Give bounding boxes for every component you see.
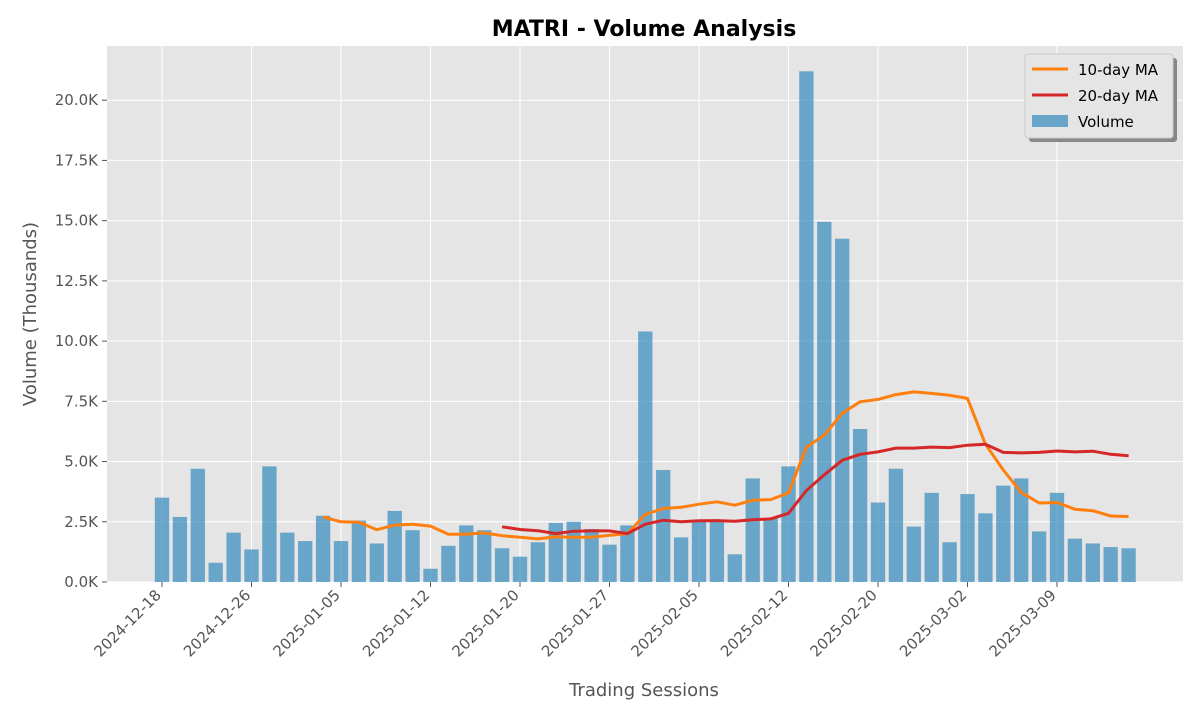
y-tick-label: 5.0K xyxy=(64,453,99,471)
x-tick-label: 2025-03-02 xyxy=(896,586,970,660)
volume-bar xyxy=(978,513,993,582)
y-axis-label: Volume (Thousands) xyxy=(20,222,41,406)
volume-bar xyxy=(584,529,599,582)
volume-bar xyxy=(190,468,205,582)
x-tick-label: 2025-01-05 xyxy=(269,586,343,660)
volume-bar xyxy=(369,543,384,582)
chart-title: MATRI - Volume Analysis xyxy=(492,17,797,42)
volume-bar xyxy=(387,510,402,582)
volume-bar xyxy=(512,556,528,582)
volume-bar xyxy=(172,516,188,582)
volume-bar xyxy=(441,545,456,582)
y-tick-label: 15.0K xyxy=(55,212,99,230)
volume-bar xyxy=(298,541,313,582)
legend-label-ma20: 20-day MA xyxy=(1078,87,1159,105)
volume-bar xyxy=(280,532,295,582)
volume-bar xyxy=(333,541,349,582)
x-tick-label: 2025-02-12 xyxy=(717,586,791,660)
volume-bar xyxy=(423,568,438,582)
volume-bar xyxy=(817,221,832,582)
volume-bar xyxy=(709,520,725,582)
y-tick-label: 0.0K xyxy=(64,573,99,591)
volume-bar xyxy=(244,549,259,582)
x-tick-label: 2024-12-18 xyxy=(90,586,164,660)
volume-bar xyxy=(1014,478,1029,582)
volume-bar xyxy=(656,469,671,582)
volume-bar xyxy=(494,548,510,582)
volume-bar xyxy=(405,530,420,582)
moving-average-lines xyxy=(322,390,1129,541)
volume-bar xyxy=(1049,492,1065,582)
volume-bar xyxy=(673,537,689,582)
volume-bar xyxy=(620,525,635,582)
volume-bar xyxy=(1121,548,1136,582)
x-tick-label: 2025-03-09 xyxy=(985,586,1059,660)
grid-lines xyxy=(107,46,1183,583)
volume-bar xyxy=(1085,543,1100,582)
volume-bar xyxy=(745,478,760,582)
y-tick-label: 12.5K xyxy=(55,272,99,290)
volume-bar xyxy=(208,562,223,582)
legend-label-volume: Volume xyxy=(1078,113,1134,131)
volume-bar xyxy=(477,530,492,582)
x-tick-label: 2024-12-26 xyxy=(180,586,254,660)
volume-bar xyxy=(763,518,778,582)
volume-bar xyxy=(154,497,170,582)
volume-bar xyxy=(996,485,1011,582)
y-tick-label: 7.5K xyxy=(64,392,99,410)
volume-bar xyxy=(924,492,939,582)
y-tick-label: 17.5K xyxy=(55,151,99,169)
volume-bar xyxy=(315,515,331,582)
volume-bar xyxy=(1103,547,1118,582)
volume-bar xyxy=(638,331,653,582)
ma10-line xyxy=(322,390,1129,541)
volume-bar xyxy=(835,238,850,582)
volume-bar xyxy=(852,429,868,582)
volume-bar xyxy=(960,494,975,582)
y-tick-label: 2.5K xyxy=(64,513,99,531)
x-tick-label: 2025-02-20 xyxy=(806,586,880,660)
legend: 10-day MA 20-day MA Volume xyxy=(1024,53,1177,142)
legend-label-ma10: 10-day MA xyxy=(1078,61,1159,79)
volume-bar xyxy=(602,544,617,582)
y-tick-label: 10.0K xyxy=(55,332,99,350)
volume-bar xyxy=(1067,538,1083,582)
volume-bar xyxy=(262,466,277,582)
x-axis-label: Trading Sessions xyxy=(568,680,719,701)
ma20-line xyxy=(501,442,1129,536)
volume-bar xyxy=(1031,531,1047,582)
volume-bar xyxy=(691,521,707,582)
x-tick-label: 2025-01-27 xyxy=(538,586,612,660)
volume-bar xyxy=(799,71,814,583)
legend-swatch-volume xyxy=(1032,115,1068,127)
y-tick-label: 20.0K xyxy=(55,91,99,109)
volume-bar xyxy=(888,468,904,582)
volume-bar xyxy=(530,542,546,582)
x-tick-label: 2025-02-05 xyxy=(627,586,701,660)
volume-bar xyxy=(942,542,957,582)
volume-bar xyxy=(870,502,886,582)
volume-bar xyxy=(906,526,921,582)
x-axis-ticks: 2024-12-18 2024-12-26 2025-01-05 2025-01-12… xyxy=(90,582,1060,660)
volume-bar xyxy=(727,554,742,582)
volume-bar xyxy=(226,532,241,582)
x-tick-label: 2025-01-20 xyxy=(448,586,522,660)
x-tick-label: 2025-01-12 xyxy=(359,586,433,660)
y-axis-ticks: 0.0K 2.5K 5.0K 7.5K 10.0K 12.5K 15.0K 17.5K 20.0… xyxy=(55,91,107,591)
volume-bar xyxy=(351,520,367,582)
volume-bar xyxy=(459,525,474,582)
